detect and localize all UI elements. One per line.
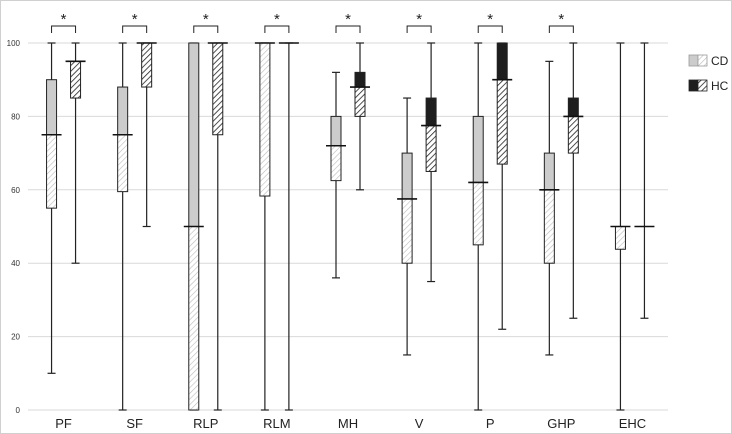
y-tick-label: 0 (16, 406, 21, 415)
box-lower (354, 86, 366, 117)
box-lower (188, 226, 200, 411)
box-upper (188, 42, 200, 227)
box-upper (354, 71, 366, 88)
y-tick-label: 100 (7, 39, 21, 48)
significance-bracket: * (51, 11, 77, 33)
significance-bracket: * (477, 11, 503, 33)
box-lower (496, 79, 508, 165)
significance-star: * (274, 11, 280, 28)
box-hc-mh (350, 42, 370, 191)
bracket-line (477, 25, 503, 33)
significance-star: * (416, 11, 422, 28)
legend-item-cd: CD (688, 54, 729, 68)
box-upper (46, 79, 58, 136)
box-hc-sf (136, 42, 157, 228)
box-cd-pf (41, 42, 62, 374)
significance-star: * (345, 11, 351, 28)
significance-bracket: * (548, 11, 574, 33)
box-lower (259, 42, 271, 197)
box-upper (330, 115, 342, 147)
box-hc-rlp (207, 42, 228, 411)
box-lower (425, 125, 437, 172)
box-hc-ehc (634, 42, 655, 319)
significance-bracket: * (193, 11, 219, 33)
significance-bracket: * (264, 11, 290, 33)
box-hc-pf (65, 42, 86, 264)
box-hc-rlm (278, 42, 299, 411)
significance-star: * (203, 11, 209, 28)
x-category-label: V (415, 416, 424, 431)
significance-star: * (487, 11, 493, 28)
bracket-line (193, 25, 219, 33)
legend-swatch-solid (688, 54, 699, 67)
box-lower (330, 145, 342, 182)
box-cd-rlp (183, 42, 204, 411)
box-hc-v (421, 42, 442, 283)
box-upper (401, 152, 413, 200)
legend-label: HC (711, 79, 729, 93)
x-category-label: GHP (547, 416, 575, 431)
x-category-label: EHC (619, 416, 646, 431)
x-category-label: MH (338, 416, 358, 431)
significance-bracket: * (406, 11, 432, 33)
significance-star: * (132, 11, 138, 28)
y-tick-label: 80 (11, 112, 20, 121)
bracket-line (406, 25, 432, 33)
box-upper (425, 97, 437, 127)
box-upper (543, 152, 555, 191)
x-category-label: RLP (193, 416, 218, 431)
box-hc-p (492, 42, 513, 330)
x-category-label: RLM (263, 416, 290, 431)
box-upper (117, 86, 129, 136)
legend-swatch-hatch (697, 54, 708, 67)
legend-item-hc: HC (688, 79, 729, 93)
bracket-line (335, 25, 361, 33)
legend-swatch-solid (688, 79, 699, 92)
bracket-line (122, 25, 148, 33)
x-category-label: SF (126, 416, 143, 431)
y-tick-label: 60 (11, 186, 20, 195)
significance-bracket: * (335, 11, 361, 33)
x-category-label: PF (55, 416, 72, 431)
box-cd-p (468, 42, 489, 411)
box-lower (46, 134, 58, 209)
box-lower (543, 189, 555, 264)
box-lower (567, 115, 579, 154)
box-upper (567, 97, 579, 117)
box-cd-mh (326, 71, 346, 279)
y-tick-label: 20 (11, 333, 20, 342)
box-lower (401, 198, 413, 264)
box-lower (472, 181, 484, 246)
box-lower (117, 134, 129, 193)
significance-star: * (61, 11, 67, 28)
x-category-label: P (486, 416, 495, 431)
box-upper (472, 115, 484, 183)
box-cd-ghp (539, 60, 560, 356)
box-upper (496, 42, 508, 81)
bracket-line (264, 25, 290, 33)
legend-label: CD (711, 54, 729, 68)
legend-swatch-hatch (697, 79, 708, 92)
box-cd-v (397, 97, 418, 356)
y-tick-label: 40 (11, 259, 20, 268)
bracket-line (51, 25, 77, 33)
box-cd-sf (112, 42, 133, 411)
box-lower (614, 226, 626, 250)
box-cd-rlm (254, 42, 275, 411)
bracket-line (548, 25, 574, 33)
box-hc-ghp (563, 42, 584, 319)
significance-star: * (558, 11, 564, 28)
box-lower (70, 60, 82, 99)
box-cd-ehc (610, 42, 631, 411)
box-lower (212, 42, 224, 136)
box-lower (141, 42, 153, 88)
significance-bracket: * (122, 11, 148, 33)
